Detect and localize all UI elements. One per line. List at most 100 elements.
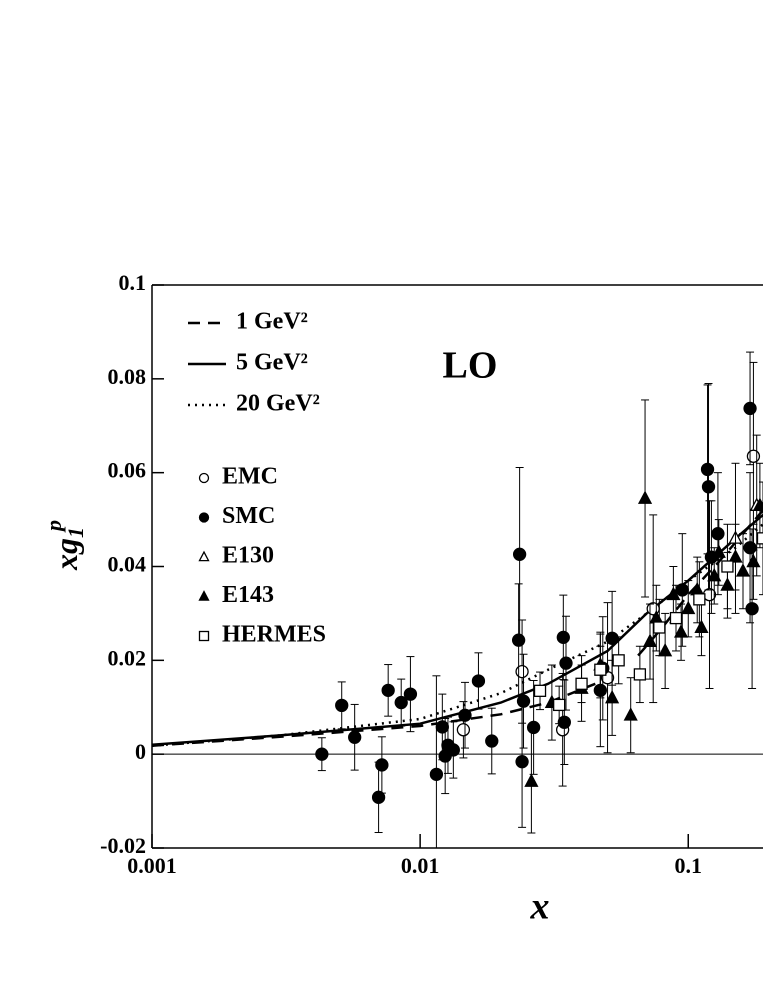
marker [553,698,566,712]
marker [512,547,527,561]
marker [707,567,722,582]
data-point [642,603,658,680]
data-point [471,652,486,710]
y-label-sup: p [41,520,66,533]
data-point [557,679,571,765]
data-point [555,672,570,787]
marker [669,611,683,625]
data-point [526,680,541,775]
marker [642,633,658,648]
marker [694,619,709,633]
marker [315,747,329,761]
data-point [612,636,625,685]
legend-marker [198,590,210,601]
data-point [575,664,588,704]
data-point [693,561,706,638]
legend-marker [198,472,210,484]
marker [515,664,529,679]
data-point [605,659,620,736]
marker [743,541,757,555]
marker [403,687,418,701]
marker [605,631,619,645]
legend-label: E130 [222,543,274,569]
data-point [511,583,526,697]
marker [458,708,472,722]
data-point [711,519,726,586]
marker [556,630,570,644]
y-tick-label: 0.04 [108,552,147,577]
data-point [516,653,531,749]
marker [533,684,547,697]
marker [526,720,541,735]
marker [693,593,706,606]
marker [348,730,362,744]
data-point [669,584,683,652]
data-point [335,681,349,730]
marker [511,633,526,647]
y-tick-label: 0 [135,739,146,764]
data-point [702,500,717,689]
marker [721,560,734,573]
marker [673,624,689,638]
marker [756,532,763,545]
marker [515,755,529,769]
y-tick-label: 0.1 [119,270,147,295]
data-point [403,656,418,733]
marker [735,563,751,577]
data-point [371,761,386,834]
marker [623,707,638,721]
y-tick-label: -0.02 [100,833,146,858]
marker [557,715,571,729]
data-point [746,523,761,600]
data-point [458,681,472,749]
marker [381,683,395,698]
data-point [735,533,751,610]
marker [524,773,539,787]
data-point [559,615,573,711]
marker [728,549,743,563]
data-point [553,685,566,725]
annotation: LO [443,345,498,387]
x-axis-label: x [530,886,550,928]
marker [637,490,653,504]
marker [435,720,449,734]
data-point [721,523,734,610]
marker [701,480,716,494]
data-point [375,736,389,794]
marker [653,621,666,634]
y-label-base: xg [48,538,84,571]
legend-label: 1 GeV² [236,309,308,335]
data-point [533,671,547,711]
legend-label: EMC [222,464,278,490]
marker [429,767,444,781]
data-point [512,467,527,642]
data-point [646,514,660,704]
marker [516,694,531,708]
data-point [348,703,362,771]
data-point [653,598,666,657]
data-point [711,472,725,596]
legend-label: HERMES [222,622,326,648]
data-point [700,384,715,555]
legend-label: 5 GeV² [236,350,308,376]
data-point [381,664,395,717]
data-point [524,729,539,834]
y-tick-label: 0.02 [108,645,147,670]
legend-marker [198,550,210,562]
data-point [756,481,763,596]
data-point [694,598,709,657]
marker [711,544,726,558]
x-tick-label: 0.1 [675,853,703,878]
y-tick-label: 0.08 [108,364,147,389]
x-tick-label: 0.01 [401,853,440,878]
data-point [633,645,647,704]
y-label-sub: 1 [63,527,88,538]
y-axis-label: xg1p [41,520,88,571]
data-point [728,523,743,591]
marker [335,698,349,713]
data-point [446,721,460,779]
data-point [681,580,696,638]
marker [612,654,625,667]
marker [633,668,647,681]
